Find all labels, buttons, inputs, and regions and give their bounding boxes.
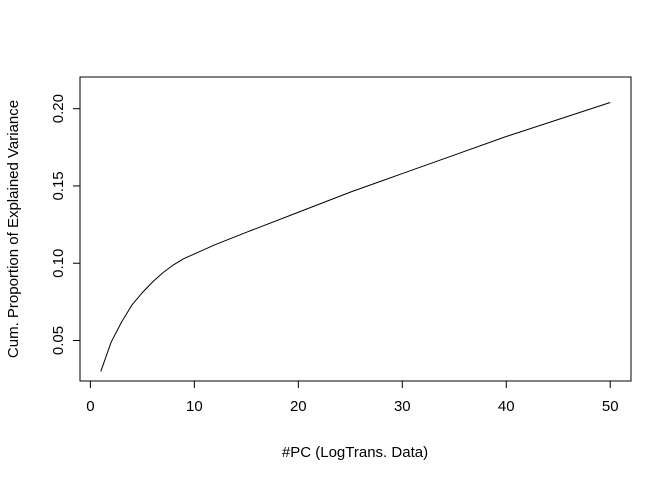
x-tick-label: 10 [186, 398, 203, 415]
x-tick-label: 40 [498, 398, 515, 415]
y-tick-label: 0.15 [50, 171, 67, 200]
y-tick-label: 0.20 [50, 94, 67, 123]
x-axis-title: #PC (LogTrans. Data) [282, 444, 428, 461]
series-line [100, 102, 611, 372]
x-axis: 0 10 20 30 40 50 [86, 380, 619, 415]
y-tick-label: 0.10 [50, 249, 67, 278]
x-tick-label: 0 [86, 398, 94, 415]
x-tick-label: 30 [394, 398, 411, 415]
x-tick-label: 20 [290, 398, 307, 415]
y-axis: 0.05 0.10 0.15 0.20 [50, 94, 81, 355]
y-tick-label: 0.05 [50, 326, 67, 355]
y-axis-title: Cum. Proportion of Explained Variance [5, 100, 22, 358]
x-tick-label: 50 [602, 398, 619, 415]
